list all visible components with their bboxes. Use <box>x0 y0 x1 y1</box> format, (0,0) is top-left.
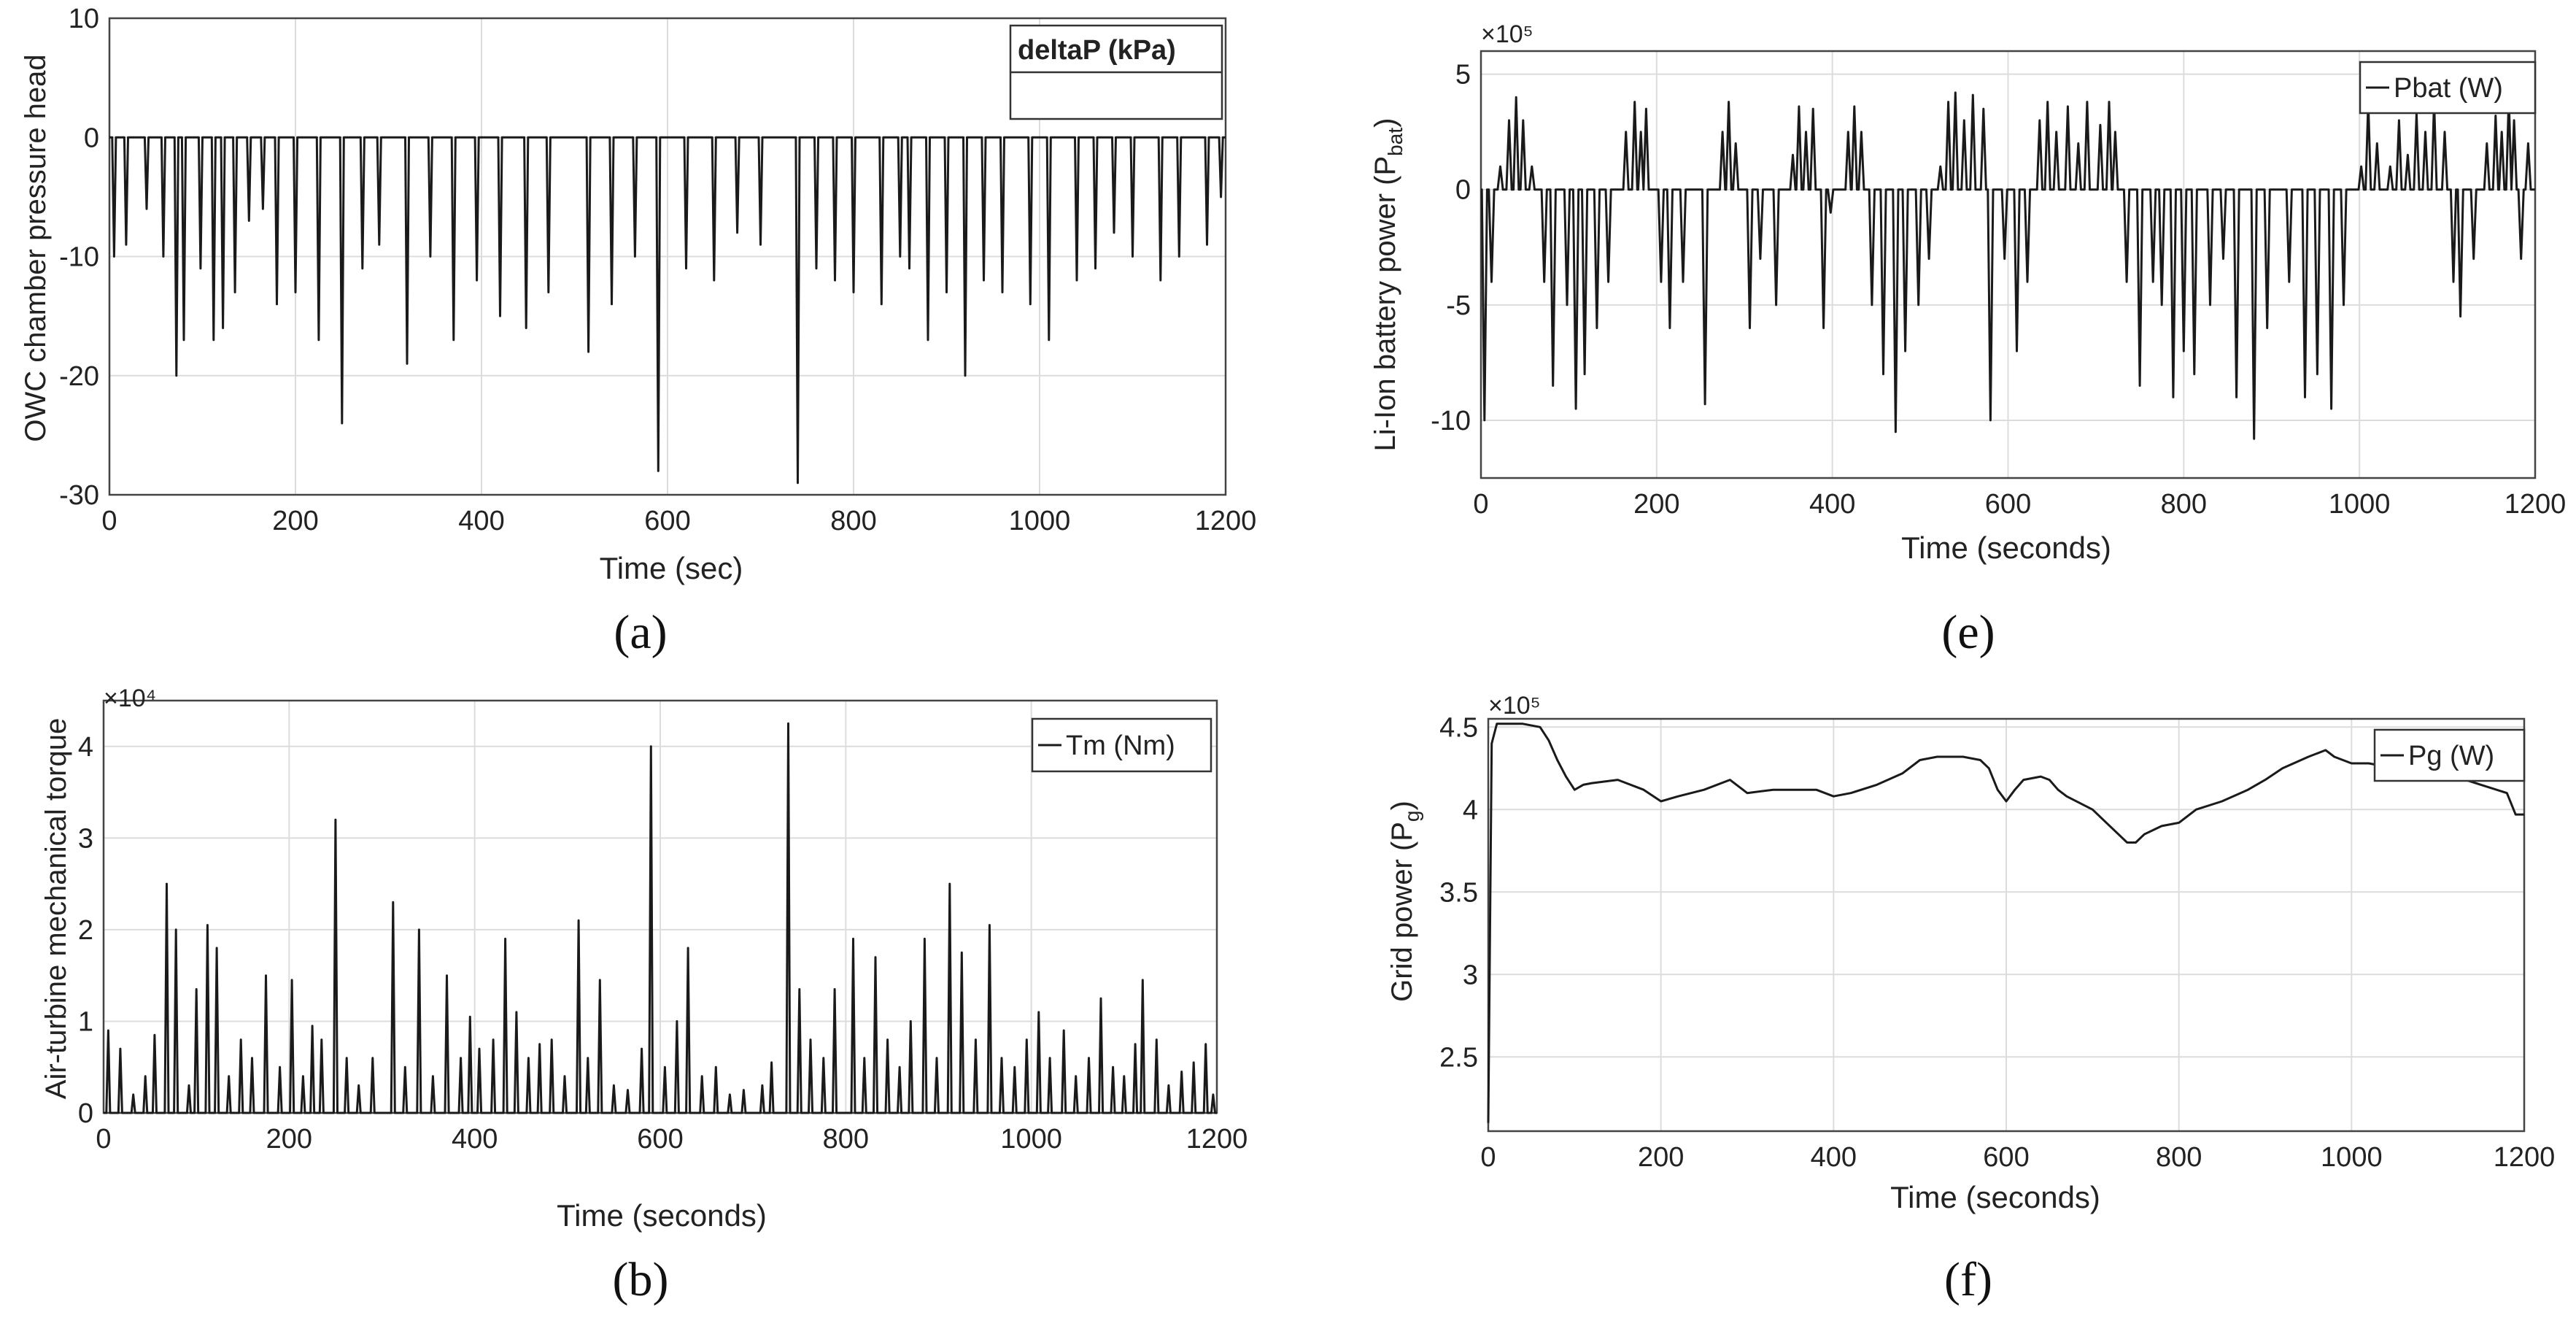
chart-a-ytick-label: -30 <box>59 480 99 511</box>
chart-a-xtick-label: 600 <box>644 506 690 536</box>
chart-b-xlabel: Time (seconds) <box>557 1198 767 1233</box>
chart-a-xlabel: Time (sec) <box>600 551 743 585</box>
chart-b-legend: Tm (Nm) <box>1031 717 1212 773</box>
chart-a-legend: deltaP (kPa) <box>1009 24 1223 120</box>
chart-a-xtick-label: 200 <box>272 506 318 536</box>
chart-e-ytick-label: -10 <box>1431 406 1471 436</box>
chart-b-ytick-label: 4 <box>78 732 93 763</box>
chart-a-ytick-label: 10 <box>69 4 99 34</box>
chart-f-ytick-label: 3.5 <box>1439 877 1478 908</box>
chart-e-xtick-label: 200 <box>1633 489 1679 520</box>
chart-b-series-line <box>104 722 1217 1114</box>
chart-b-ytick-label: 0 <box>78 1098 93 1129</box>
chart-f-xtick-label: 400 <box>1811 1142 1857 1173</box>
chart-f-xtick-label: 1200 <box>2494 1142 2556 1173</box>
chart-f-ylabel-close: ) <box>1386 801 1418 810</box>
chart-b-ytick-label: 2 <box>78 915 93 946</box>
chart-f-legend: Pg (W) <box>2373 728 2526 782</box>
chart-a-xtick-label: 1200 <box>1195 506 1257 536</box>
chart-a-xtick-label: 1000 <box>1009 506 1071 536</box>
chart-e-ylabel-close: ) <box>1369 118 1401 128</box>
chart-a-caption: (a) <box>614 606 667 659</box>
chart-a-ytick-label: 0 <box>84 123 99 153</box>
chart-pressure-head: OWC chamber pressure head Time (sec) (a)… <box>20 4 1256 659</box>
chart-grid-power: ×10⁵ Grid power (Pg) Time (seconds) (f) … <box>1386 692 2555 1306</box>
chart-e-axes-box <box>1480 50 2537 479</box>
chart-b-xtick-label: 800 <box>823 1124 869 1155</box>
chart-e-ylabel-main: Li-Ion battery power (P <box>1369 156 1401 452</box>
chart-f-ylabel-main: Grid power (P <box>1386 822 1418 1002</box>
chart-e-xtick-label: 1000 <box>2329 489 2391 520</box>
chart-a-ytick-label: -20 <box>59 361 99 392</box>
chart-b-legend-label: Tm (Nm) <box>1066 731 1175 761</box>
chart-b-ytick-label: 3 <box>78 823 93 854</box>
chart-e-caption: (e) <box>1941 606 1995 659</box>
chart-f-xtick-label: 800 <box>2156 1142 2202 1173</box>
chart-e-ytick-label: 5 <box>1455 60 1471 90</box>
chart-f-ytick-label: 3 <box>1463 960 1478 990</box>
chart-e-legend-box <box>2359 61 2537 115</box>
chart-a-ylabel: OWC chamber pressure head <box>20 54 52 442</box>
chart-e-ylabel-sub: bat <box>1384 128 1407 156</box>
chart-e-ytick-label: -5 <box>1446 290 1471 321</box>
chart-b-exponent: ×10⁴ <box>104 685 156 712</box>
chart-e-exponent: ×10⁵ <box>1481 20 1533 48</box>
chart-f-xtick-label: 200 <box>1638 1142 1684 1173</box>
chart-b-caption: (b) <box>613 1253 669 1306</box>
chart-f-ytick-label: 2.5 <box>1439 1042 1478 1073</box>
chart-e-legend: Pbat (W) <box>2359 61 2537 115</box>
chart-e-xtick-label: 600 <box>1985 489 2031 520</box>
chart-a-legend-label: deltaP (kPa) <box>1018 35 1176 66</box>
chart-a-axes-box <box>108 17 1227 496</box>
chart-f-ytick-label: 4 <box>1463 795 1478 825</box>
chart-b-xtick-label: 1200 <box>1186 1124 1248 1155</box>
chart-b-xtick-label: 1000 <box>1000 1124 1062 1155</box>
chart-e-ytick-label: 0 <box>1455 175 1471 206</box>
chart-f-xlabel: Time (seconds) <box>1890 1180 2100 1214</box>
chart-a-ytick-label: -10 <box>59 242 99 273</box>
chart-f-caption: (f) <box>1944 1253 1992 1306</box>
chart-turbine-torque: ×10⁴ Air-turbine mechanical torque Time … <box>40 685 1248 1306</box>
chart-f-xtick-label: 0 <box>1480 1142 1496 1173</box>
chart-a-xtick-label: 400 <box>458 506 504 536</box>
chart-e-xtick-label: 800 <box>2161 489 2207 520</box>
chart-a-xtick-label: 0 <box>101 506 117 536</box>
chart-f-legend-label: Pg (W) <box>2408 741 2494 771</box>
chart-b-ylabel: Air-turbine mechanical torque <box>40 718 72 1099</box>
chart-e-xlabel: Time (seconds) <box>1901 531 2111 565</box>
chart-a-series-line <box>109 136 1226 485</box>
chart-b-xtick-label: 0 <box>96 1124 111 1155</box>
chart-b-ytick-label: 1 <box>78 1006 93 1037</box>
chart-e-xtick-label: 1200 <box>2505 489 2567 520</box>
chart-f-xtick-label: 1000 <box>2321 1142 2383 1173</box>
chart-f-ylabel-sub: g <box>1401 811 1423 822</box>
chart-b-xtick-label: 200 <box>266 1124 312 1155</box>
chart-e-xtick-label: 0 <box>1473 489 1488 520</box>
chart-f-axes-box <box>1487 717 2526 1133</box>
chart-e-ylabel: Li-Ion battery power (Pbat) <box>1369 118 1407 452</box>
chart-a-xtick-label: 800 <box>830 506 876 536</box>
chart-f-xtick-label: 600 <box>1983 1142 2029 1173</box>
chart-e-series-line <box>1480 91 2535 440</box>
chart-battery-power: ×10⁵ Li-Ion battery power (Pbat) Time (s… <box>1369 20 2566 659</box>
chart-f-ylabel: Grid power (Pg) <box>1386 801 1423 1002</box>
chart-e-legend-label: Pbat (W) <box>2394 73 2503 104</box>
chart-f-ytick-label: 4.5 <box>1439 712 1478 743</box>
chart-f-series-line <box>1487 722 2524 1123</box>
chart-b-xtick-label: 600 <box>637 1124 683 1155</box>
chart-b-legend-box <box>1031 717 1212 773</box>
chart-f-exponent: ×10⁵ <box>1488 692 1541 720</box>
chart-b-xtick-label: 400 <box>452 1124 498 1155</box>
chart-e-xtick-label: 400 <box>1809 489 1855 520</box>
